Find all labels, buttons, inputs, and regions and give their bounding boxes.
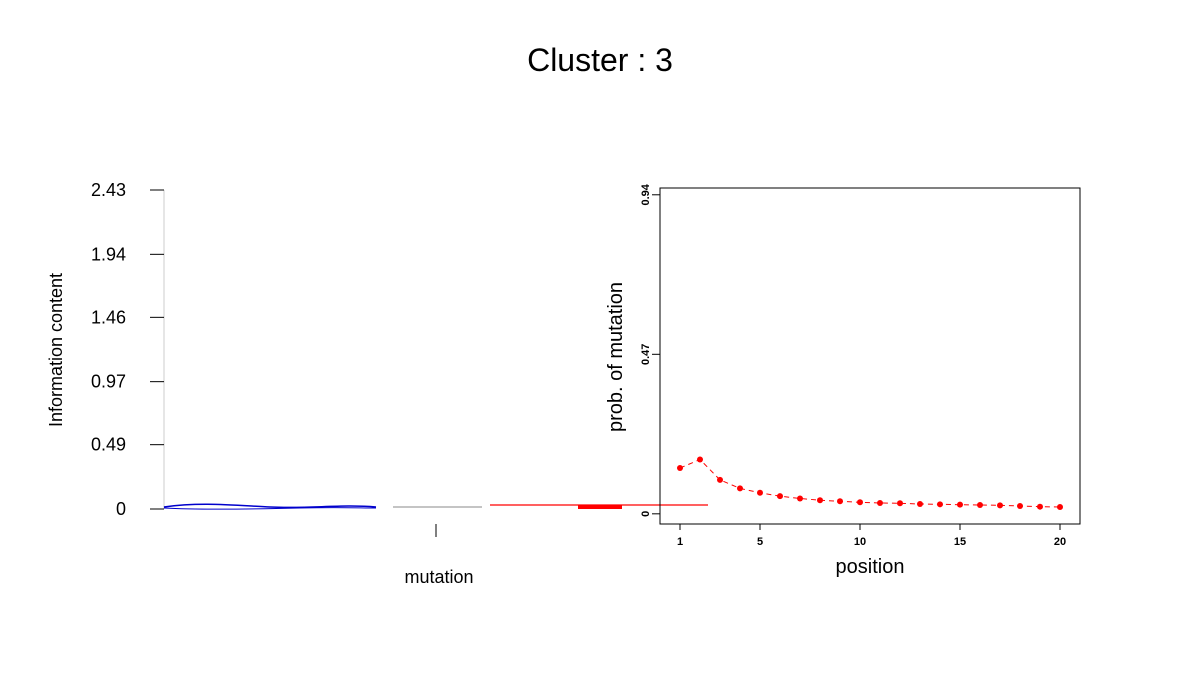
line-x-tick-label: 15 xyxy=(954,536,966,548)
data-point xyxy=(857,499,863,506)
data-point xyxy=(797,495,803,502)
line-y-tick-label: 0 xyxy=(640,511,652,517)
page-title: Cluster : 3 xyxy=(527,42,673,78)
logo-y-tick-label: 1.94 xyxy=(91,244,126,264)
mutation-line-plot: 00.470.94 1 5 10 15 20 prob. of mutation pos… xyxy=(605,183,1081,578)
data-point xyxy=(737,485,743,492)
data-point xyxy=(837,498,843,505)
data-point xyxy=(997,502,1003,509)
logo-y-tick-label: 0 xyxy=(116,499,126,519)
data-point xyxy=(937,501,943,508)
logo-y-tick-label: 1.46 xyxy=(91,307,126,327)
data-point xyxy=(957,501,963,508)
data-point xyxy=(977,501,983,508)
logo-x-axis-label: mutation xyxy=(404,567,473,587)
line-x-tick-label: 1 xyxy=(677,536,683,548)
logo-y-tick-label: 2.43 xyxy=(91,180,126,200)
logo-glyph-blue-2 xyxy=(163,507,377,510)
data-point xyxy=(917,500,923,507)
data-point xyxy=(757,489,763,496)
data-point xyxy=(1037,503,1043,510)
logo-plot: 0 0.49 0.97 1.46 1.94 2.43 Information conten… xyxy=(46,180,708,587)
line-x-tick-label: 5 xyxy=(757,536,763,548)
line-x-tick-label: 10 xyxy=(854,536,866,548)
logo-y-tick-label: 0.97 xyxy=(91,372,126,392)
data-point xyxy=(897,500,903,507)
logo-glyph-red-block xyxy=(578,505,622,509)
data-point xyxy=(717,476,723,483)
data-point xyxy=(817,497,823,504)
logo-y-axis-label: Information content xyxy=(46,273,66,427)
line-x-axis-label: position xyxy=(836,556,905,578)
data-point xyxy=(1057,504,1063,511)
line-y-axis-label: prob. of mutation xyxy=(605,282,627,432)
line-y-tick-label: 0.94 xyxy=(640,183,652,205)
data-point xyxy=(777,493,783,500)
data-point xyxy=(677,465,683,471)
logo-y-tick-label: 0.49 xyxy=(91,435,126,455)
logo-glyph-blue xyxy=(163,503,377,509)
line-y-tick-label: 0.47 xyxy=(640,344,652,365)
series-line xyxy=(679,458,1061,508)
line-x-tick-label: 20 xyxy=(1054,536,1066,548)
data-point xyxy=(697,456,703,463)
data-point xyxy=(877,499,883,506)
plot-frame xyxy=(659,187,1081,525)
data-point xyxy=(1017,503,1023,510)
